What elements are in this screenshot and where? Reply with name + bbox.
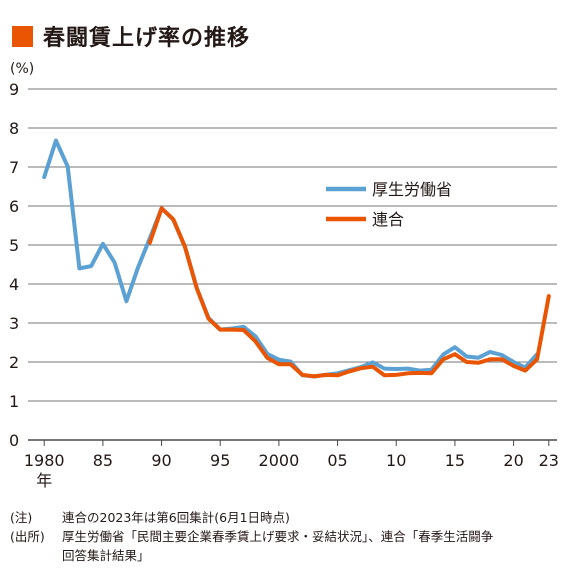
y-tick-labels: 0 1 2 3 4 5 6 7 8 9 [9,80,19,450]
x-tick-label: 2000 [259,451,300,470]
source-label: (出所) [10,529,45,544]
y-tick-label: 1 [9,392,19,411]
y-tick-label: 5 [9,236,19,255]
y-tick-label: 4 [9,275,19,294]
y-axis-unit: (%) [10,61,35,77]
x-tick-label: 90 [151,451,171,470]
legend-label: 連合 [372,210,404,229]
note-label: (注) [10,510,33,525]
x-axis-year-suffix: 年 [36,471,52,490]
x-tick-labels: 1980 85 90 95 2000 05 10 15 20 23 年 [24,451,559,490]
x-tick-label: 05 [327,451,347,470]
x-tick-label: 15 [445,451,465,470]
x-tick-label: 20 [503,451,523,470]
y-tick-label: 6 [9,197,19,216]
gridlines [28,88,557,446]
y-tick-label: 8 [9,119,19,138]
x-tick-label: 85 [93,451,113,470]
title-row: 春闘賃上げ率の推移 [12,22,251,51]
source-line-continued: 回答集計結果」 [62,548,150,563]
x-tick-label: 23 [539,451,559,470]
series-line-mhlw [42,138,540,379]
chart-title: 春闘賃上げ率の推移 [43,26,251,51]
source-line: (出所) 厚生労働省「民間主要企業春季賃上げ要求・妥結状況」、連合「春季生活闘争 [10,527,493,546]
y-tick-label: 3 [9,314,19,333]
series-lines [42,138,551,379]
y-tick-label: 0 [9,431,19,450]
legend-label: 厚生労働省 [372,180,452,199]
note-line: (注) 連合の2023年は第6回集計(6月1日時点) [10,508,493,527]
y-tick-label: 7 [9,158,19,177]
series-line-rengo [147,206,551,379]
x-tick-label: 10 [386,451,406,470]
x-tick-label: 95 [210,451,230,470]
y-tick-label: 2 [9,353,19,372]
note-text: 連合の2023年は第6回集計(6月1日時点) [62,510,290,525]
y-tick-label: 9 [9,80,19,99]
notes: (注) 連合の2023年は第6回集計(6月1日時点) (出所) 厚生労働省「民間主要… [10,508,493,565]
title-square-icon [12,25,33,47]
x-tick-label: 1980 [24,451,65,470]
source-text: 厚生労働省「民間主要企業春季賃上げ要求・妥結状況」、連合「春季生活闘争 [62,529,494,544]
